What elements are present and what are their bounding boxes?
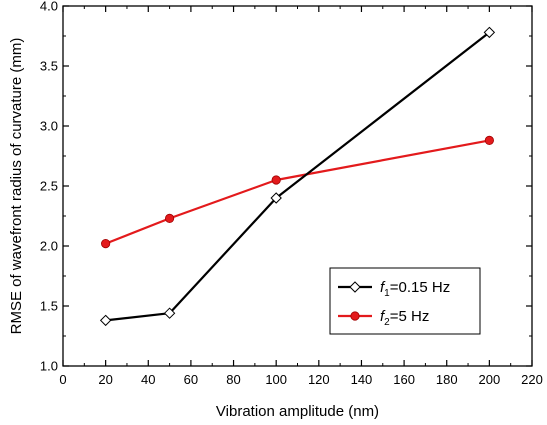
plot-area: 0 20 40 60 80 100 120 140 160 180 200 220 1.0 1.5 2.0 2… (40, 0, 543, 387)
data-point-diamond (163, 307, 176, 319)
legend-marker-circle (350, 311, 360, 321)
y-tick-label: 1.5 (40, 299, 58, 314)
legend-box (329, 267, 481, 335)
data-point-diamond (270, 192, 282, 204)
x-tick-label: 100 (265, 372, 287, 387)
data-point-circle (271, 175, 281, 185)
x-tick-label: 0 (59, 372, 66, 387)
y-tick-label: 1.0 (40, 359, 58, 374)
legend: f1=0.15 Hz f2=5 Hz (329, 267, 481, 335)
legend-label-2: f2=5 Hz (380, 308, 429, 328)
data-point-circle (484, 135, 494, 145)
x-tick-label: 200 (479, 372, 501, 387)
x-tick-label: 20 (98, 372, 112, 387)
data-point-diamond (99, 314, 112, 327)
y-axis-title: RMSE of wavefront radius of curvature (m… (8, 38, 25, 335)
x-tick-label: 220 (521, 372, 543, 387)
x-tick-label: 140 (351, 372, 373, 387)
x-tick-label: 40 (141, 372, 155, 387)
legend-label-1: f1=0.15 Hz (380, 279, 450, 299)
series-line-2 (105, 139, 490, 245)
y-tick-label: 3.0 (40, 119, 58, 134)
y-tick-label: 2.5 (40, 179, 58, 194)
data-point-circle (164, 213, 175, 223)
x-tick-label: 120 (308, 372, 330, 387)
series-line-1 (105, 31, 491, 322)
data-point-diamond (483, 26, 496, 39)
x-axis-title: Vibration amplitude (nm) (216, 403, 379, 420)
y-tick-label: 4.0 (40, 0, 58, 14)
x-tick-label: 180 (436, 372, 458, 387)
legend-marker-diamond (349, 281, 361, 293)
y-tick-label: 3.5 (40, 59, 58, 74)
y-tick-label: 2.0 (40, 239, 58, 254)
x-tick-label: 160 (393, 372, 415, 387)
data-point-circle (101, 239, 111, 249)
x-tick-label: 60 (184, 372, 198, 387)
x-tick-label: 80 (226, 372, 240, 387)
